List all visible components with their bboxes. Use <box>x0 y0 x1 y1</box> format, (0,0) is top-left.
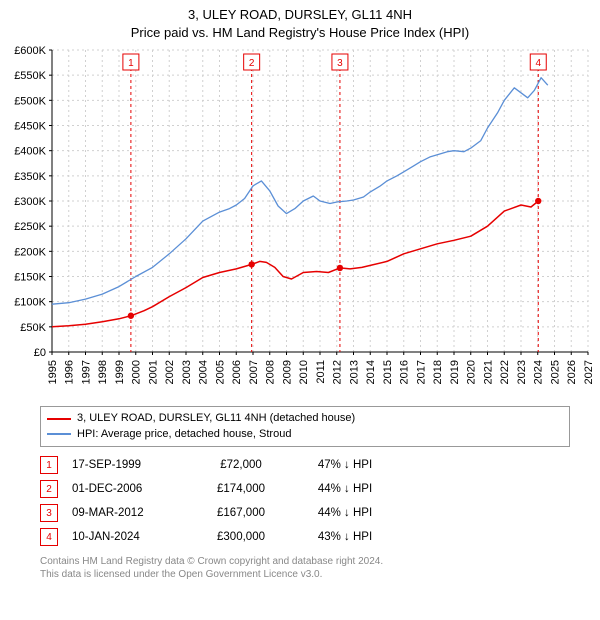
sale-pct-vs-hpi: 44% ↓ HPI <box>300 483 390 495</box>
x-tick-label: 2023 <box>516 360 528 384</box>
x-tick-label: 2027 <box>583 360 595 384</box>
sale-date: 01-DEC-2006 <box>72 483 182 495</box>
x-tick-label: 2003 <box>181 360 193 384</box>
legend-label: HPI: Average price, detached house, Stro… <box>77 427 291 442</box>
footer-line2: This data is licensed under the Open Gov… <box>40 568 570 581</box>
y-tick-label: £100K <box>14 297 46 309</box>
sale-price: £174,000 <box>196 483 286 495</box>
price-chart-svg: £0 £50K £100K £150K £200K £250K £300K £350K £400… <box>0 42 600 402</box>
chart-title-block: 3, ULEY ROAD, DURSLEY, GL11 4NH Price pa… <box>0 0 600 42</box>
sale-pct-vs-hpi: 43% ↓ HPI <box>300 531 390 543</box>
sale-dot <box>128 313 134 319</box>
y-tick-label: £250K <box>14 222 46 234</box>
sale-dot <box>248 262 254 268</box>
x-tick-label: 2026 <box>566 360 578 384</box>
sale-date: 17-SEP-1999 <box>72 459 182 471</box>
x-tick-label: 2009 <box>281 360 293 384</box>
x-tick-label: 2016 <box>399 360 411 384</box>
x-tick-label: 1998 <box>97 360 109 384</box>
x-tick-label: 2019 <box>449 360 461 384</box>
sale-number-box: 1 <box>40 456 58 474</box>
legend-item: 3, ULEY ROAD, DURSLEY, GL11 4NH (detache… <box>47 411 563 426</box>
y-tick-label: £0 <box>34 347 46 359</box>
sale-price: £300,000 <box>196 531 286 543</box>
sale-pct-vs-hpi: 47% ↓ HPI <box>300 459 390 471</box>
x-tick-label: 2005 <box>214 360 226 384</box>
y-tick-label: £450K <box>14 121 46 133</box>
sale-row: 3 09-MAR-2012 £167,000 44% ↓ HPI <box>40 501 570 525</box>
x-tick-label: 1997 <box>80 360 92 384</box>
x-tick-label: 2018 <box>432 360 444 384</box>
x-tick-label: 2008 <box>265 360 277 384</box>
x-tick-label: 2011 <box>315 360 327 384</box>
legend-swatch <box>47 433 71 435</box>
sales-table: 1 17-SEP-1999 £72,000 47% ↓ HPI 2 01-DEC-2006… <box>40 453 570 549</box>
x-tick-label: 2022 <box>499 360 511 384</box>
x-tick-label: 2012 <box>332 360 344 384</box>
sale-marker-number: 4 <box>535 58 541 69</box>
sale-marker-number: 3 <box>337 58 343 69</box>
y-tick-label: £50K <box>20 322 46 334</box>
x-tick-label: 2014 <box>365 360 377 384</box>
x-tick-label: 2021 <box>482 360 494 384</box>
footer-attribution: Contains HM Land Registry data © Crown c… <box>40 555 570 581</box>
y-tick-label: £400K <box>14 146 46 158</box>
title-address: 3, ULEY ROAD, DURSLEY, GL11 4NH <box>0 6 600 24</box>
x-tick-label: 1995 <box>47 360 59 384</box>
sale-dot <box>337 265 343 271</box>
legend-item: HPI: Average price, detached house, Stro… <box>47 427 563 442</box>
sale-number-box: 2 <box>40 480 58 498</box>
x-tick-label: 2002 <box>164 360 176 384</box>
footer-line1: Contains HM Land Registry data © Crown c… <box>40 555 570 568</box>
y-tick-label: £500K <box>14 96 46 108</box>
sale-date: 09-MAR-2012 <box>72 507 182 519</box>
y-tick-label: £600K <box>14 45 46 57</box>
sale-pct-vs-hpi: 44% ↓ HPI <box>300 507 390 519</box>
x-tick-label: 2000 <box>131 360 143 384</box>
x-tick-label: 2015 <box>382 360 394 384</box>
legend-label: 3, ULEY ROAD, DURSLEY, GL11 4NH (detache… <box>77 411 355 426</box>
sale-row: 1 17-SEP-1999 £72,000 47% ↓ HPI <box>40 453 570 477</box>
y-tick-label: £300K <box>14 196 46 208</box>
sale-dot <box>535 198 541 204</box>
sale-row: 4 10-JAN-2024 £300,000 43% ↓ HPI <box>40 525 570 549</box>
sale-row: 2 01-DEC-2006 £174,000 44% ↓ HPI <box>40 477 570 501</box>
sale-marker-number: 2 <box>249 58 255 69</box>
sale-price: £167,000 <box>196 507 286 519</box>
x-tick-label: 2017 <box>415 360 427 384</box>
y-tick-label: £200K <box>14 247 46 259</box>
x-tick-label: 2020 <box>466 360 478 384</box>
x-tick-label: 2004 <box>198 360 210 384</box>
sale-number-box: 4 <box>40 528 58 546</box>
sale-number-box: 3 <box>40 504 58 522</box>
chart-area: £0 £50K £100K £150K £200K £250K £300K £350K £400… <box>0 42 600 402</box>
x-tick-label: 2007 <box>248 360 260 384</box>
x-tick-label: 2006 <box>231 360 243 384</box>
x-tick-label: 1999 <box>114 360 126 384</box>
sale-marker-number: 1 <box>128 58 134 69</box>
sale-price: £72,000 <box>196 459 286 471</box>
x-tick-label: 2001 <box>147 360 159 384</box>
y-tick-label: £550K <box>14 71 46 83</box>
y-tick-label: £350K <box>14 171 46 183</box>
x-tick-label: 2013 <box>348 360 360 384</box>
x-tick-label: 2025 <box>549 360 561 384</box>
x-tick-label: 1996 <box>64 360 76 384</box>
x-tick-label: 2010 <box>298 360 310 384</box>
sale-date: 10-JAN-2024 <box>72 531 182 543</box>
y-tick-label: £150K <box>14 272 46 284</box>
legend: 3, ULEY ROAD, DURSLEY, GL11 4NH (detache… <box>40 406 570 447</box>
x-tick-label: 2024 <box>533 360 545 384</box>
title-subtitle: Price paid vs. HM Land Registry's House … <box>0 24 600 42</box>
legend-swatch <box>47 418 71 420</box>
